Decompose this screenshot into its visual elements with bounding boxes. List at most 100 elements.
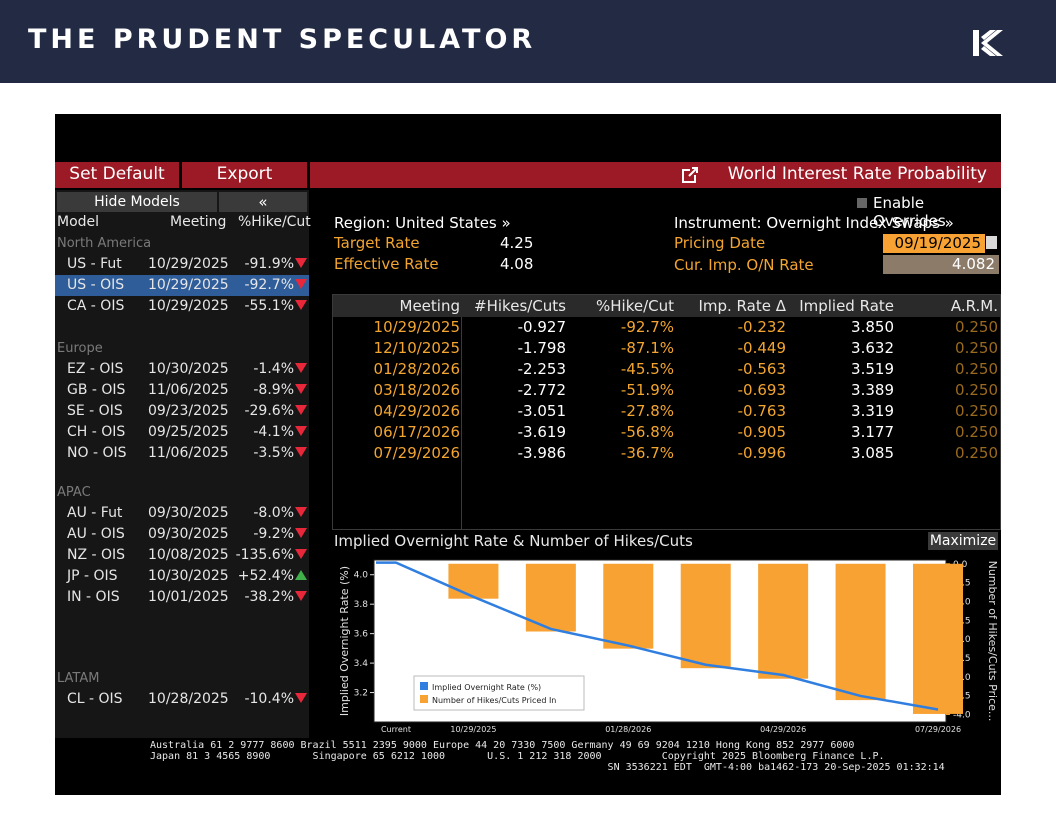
- region-selector[interactable]: Region: United States »: [334, 214, 511, 232]
- y2-axis-title: Number of Hikes/Cuts Price...: [986, 561, 999, 722]
- table-row[interactable]: 10/29/2025 -0.927 -92.7% -0.232 3.850 0.250: [333, 318, 1000, 339]
- x-tick-label: Current: [381, 725, 411, 734]
- hike-cut-pct: -1.4%: [253, 361, 307, 377]
- model-row[interactable]: AU - Fut 09/30/2025 -8.0%: [55, 503, 309, 524]
- hike-cut-column-header[interactable]: %Hike/Cut: [238, 214, 311, 230]
- meeting-date: 10/30/2025: [148, 361, 229, 377]
- chart-title: Implied Overnight Rate & Number of Hikes…: [334, 532, 693, 550]
- meeting-date: 10/30/2025: [148, 568, 229, 584]
- collapse-pane-button[interactable]: «: [219, 192, 307, 212]
- export-button[interactable]: Export: [216, 164, 273, 184]
- model-row[interactable]: CA - OIS 10/29/2025 -55.1%: [55, 296, 309, 317]
- hike-cut-pct: -8.0%: [253, 505, 307, 521]
- hike-cut-pct: -55.1%: [244, 298, 307, 314]
- meeting-date: 09/30/2025: [148, 505, 229, 521]
- table-row[interactable]: 01/28/2026 -2.253 -45.5% -0.563 3.519 0.250: [333, 360, 1000, 381]
- model-row[interactable]: GB - OIS 11/06/2025 -8.9%: [55, 380, 309, 401]
- table-cell: 3.177: [851, 423, 894, 441]
- y-axis-title: Implied Overnight Rate (%): [338, 566, 351, 716]
- group-label: APAC: [57, 485, 91, 500]
- model-name: CL - OIS: [67, 691, 123, 707]
- table-cell: 04/29/2026: [373, 402, 460, 420]
- group-label: Europe: [57, 341, 103, 356]
- model-name: CH - OIS: [67, 424, 126, 440]
- meeting-column-header[interactable]: Meeting: [170, 214, 227, 230]
- table-cell: -51.9%: [620, 381, 674, 399]
- calendar-icon[interactable]: [986, 236, 997, 249]
- x-tick-label: 01/28/2026: [605, 725, 651, 734]
- table-cell: -0.996: [737, 444, 786, 462]
- table-cell: 0.250: [955, 402, 998, 420]
- enable-overrides-label[interactable]: Enable Overrides: [873, 194, 946, 230]
- table-cell: 3.085: [851, 444, 894, 462]
- table-cell: 3.519: [851, 360, 894, 378]
- bar: [448, 563, 499, 599]
- hike-cut-pct: -9.2%: [253, 526, 307, 542]
- instrument-selector[interactable]: Instrument: Overnight Index Swaps »: [674, 214, 954, 232]
- model-row[interactable]: US - OIS 10/29/2025 -92.7%: [55, 275, 309, 296]
- pricing-date-label: Pricing Date: [674, 234, 766, 252]
- table-column-header[interactable]: #Hikes/Cuts: [474, 297, 566, 315]
- table-cell: -0.563: [737, 360, 786, 378]
- legend-swatch: [420, 695, 428, 703]
- table-column-header[interactable]: %Hike/Cut: [596, 297, 674, 315]
- legend-label: Number of Hikes/Cuts Priced In: [432, 696, 556, 705]
- table-cell: 0.250: [955, 444, 998, 462]
- model-name: NO - OIS: [67, 445, 127, 461]
- model-name: US - OIS: [67, 277, 125, 293]
- table-cell: 3.389: [851, 381, 894, 399]
- model-row[interactable]: EZ - OIS 10/30/2025 -1.4%: [55, 359, 309, 380]
- implied-rate-chart: 4.03.83.63.43.20.0-0.5-1.0-1.5-2.0-2.5-3…: [338, 559, 999, 734]
- model-row[interactable]: IN - OIS 10/01/2025 -38.2%: [55, 587, 309, 608]
- model-row[interactable]: JP - OIS 10/30/2025 +52.4%: [55, 566, 309, 587]
- target-rate-label: Target Rate: [334, 234, 420, 252]
- maximize-button[interactable]: Maximize: [928, 532, 998, 550]
- y-tick-label: 3.2: [354, 689, 368, 699]
- table-cell: 0.250: [955, 423, 998, 441]
- table-cell: -2.772: [517, 381, 566, 399]
- model-row[interactable]: AU - OIS 09/30/2025 -9.2%: [55, 524, 309, 545]
- table-row[interactable]: 12/10/2025 -1.798 -87.1% -0.449 3.632 0.250: [333, 339, 1000, 360]
- table-column-header[interactable]: A.R.M.: [950, 297, 998, 315]
- meeting-date: 10/28/2025: [148, 691, 229, 707]
- set-default-button[interactable]: Set Default: [69, 164, 165, 184]
- table-cell: -0.763: [737, 402, 786, 420]
- down-arrow-icon: [295, 384, 307, 394]
- model-row[interactable]: CH - OIS 09/25/2025 -4.1%: [55, 422, 309, 443]
- model-row[interactable]: US - Fut 10/29/2025 -91.9%: [55, 254, 309, 275]
- down-arrow-icon: [295, 507, 307, 517]
- model-row[interactable]: NZ - OIS 10/08/2025 -135.6%: [55, 545, 309, 566]
- model-name: SE - OIS: [67, 403, 123, 419]
- model-column-header[interactable]: Model: [57, 214, 100, 230]
- hike-cut-pct: -4.1%: [253, 424, 307, 440]
- pricing-date-input[interactable]: 09/19/2025: [883, 234, 985, 253]
- bloomberg-terminal-window: Set Default Export World Interest Rate P…: [55, 114, 1001, 795]
- model-name: AU - Fut: [67, 505, 123, 521]
- table-row[interactable]: 07/29/2026 -3.986 -36.7% -0.996 3.085 0.250: [333, 444, 1000, 465]
- hide-models-button[interactable]: Hide Models: [57, 192, 217, 212]
- y2-tick-label: -4.0: [953, 710, 971, 720]
- y-tick-label: 4.0: [354, 571, 369, 581]
- model-name: CA - OIS: [67, 298, 125, 314]
- model-row[interactable]: NO - OIS 11/06/2025 -3.5%: [55, 443, 309, 464]
- effective-rate-label: Effective Rate: [334, 255, 439, 273]
- model-name: EZ - OIS: [67, 361, 124, 377]
- up-arrow-icon: [295, 570, 307, 580]
- window-title: World Interest Rate Probability: [727, 164, 987, 184]
- hike-cut-pct: -91.9%: [244, 256, 307, 272]
- external-link-icon[interactable]: [681, 166, 699, 184]
- table-row[interactable]: 06/17/2026 -3.619 -56.8% -0.905 3.177 0.250: [333, 423, 1000, 444]
- enable-overrides-checkbox[interactable]: [857, 198, 867, 208]
- model-row[interactable]: SE - OIS 09/23/2025 -29.6%: [55, 401, 309, 422]
- table-row[interactable]: 04/29/2026 -3.051 -27.8% -0.763 3.319 0.250: [333, 402, 1000, 423]
- table-cell: -3.619: [517, 423, 566, 441]
- table-column-header[interactable]: Implied Rate: [799, 297, 894, 315]
- table-column-header[interactable]: Meeting: [399, 297, 460, 315]
- table-column-header[interactable]: Imp. Rate Δ: [698, 297, 786, 315]
- table-cell: 03/18/2026: [373, 381, 460, 399]
- model-name: NZ - OIS: [67, 547, 126, 563]
- table-row[interactable]: 03/18/2026 -2.772 -51.9% -0.693 3.389 0.250: [333, 381, 1000, 402]
- model-row[interactable]: CL - OIS 10/28/2025 -10.4%: [55, 689, 309, 710]
- model-name: AU - OIS: [67, 526, 125, 542]
- table-cell: 0.250: [955, 339, 998, 357]
